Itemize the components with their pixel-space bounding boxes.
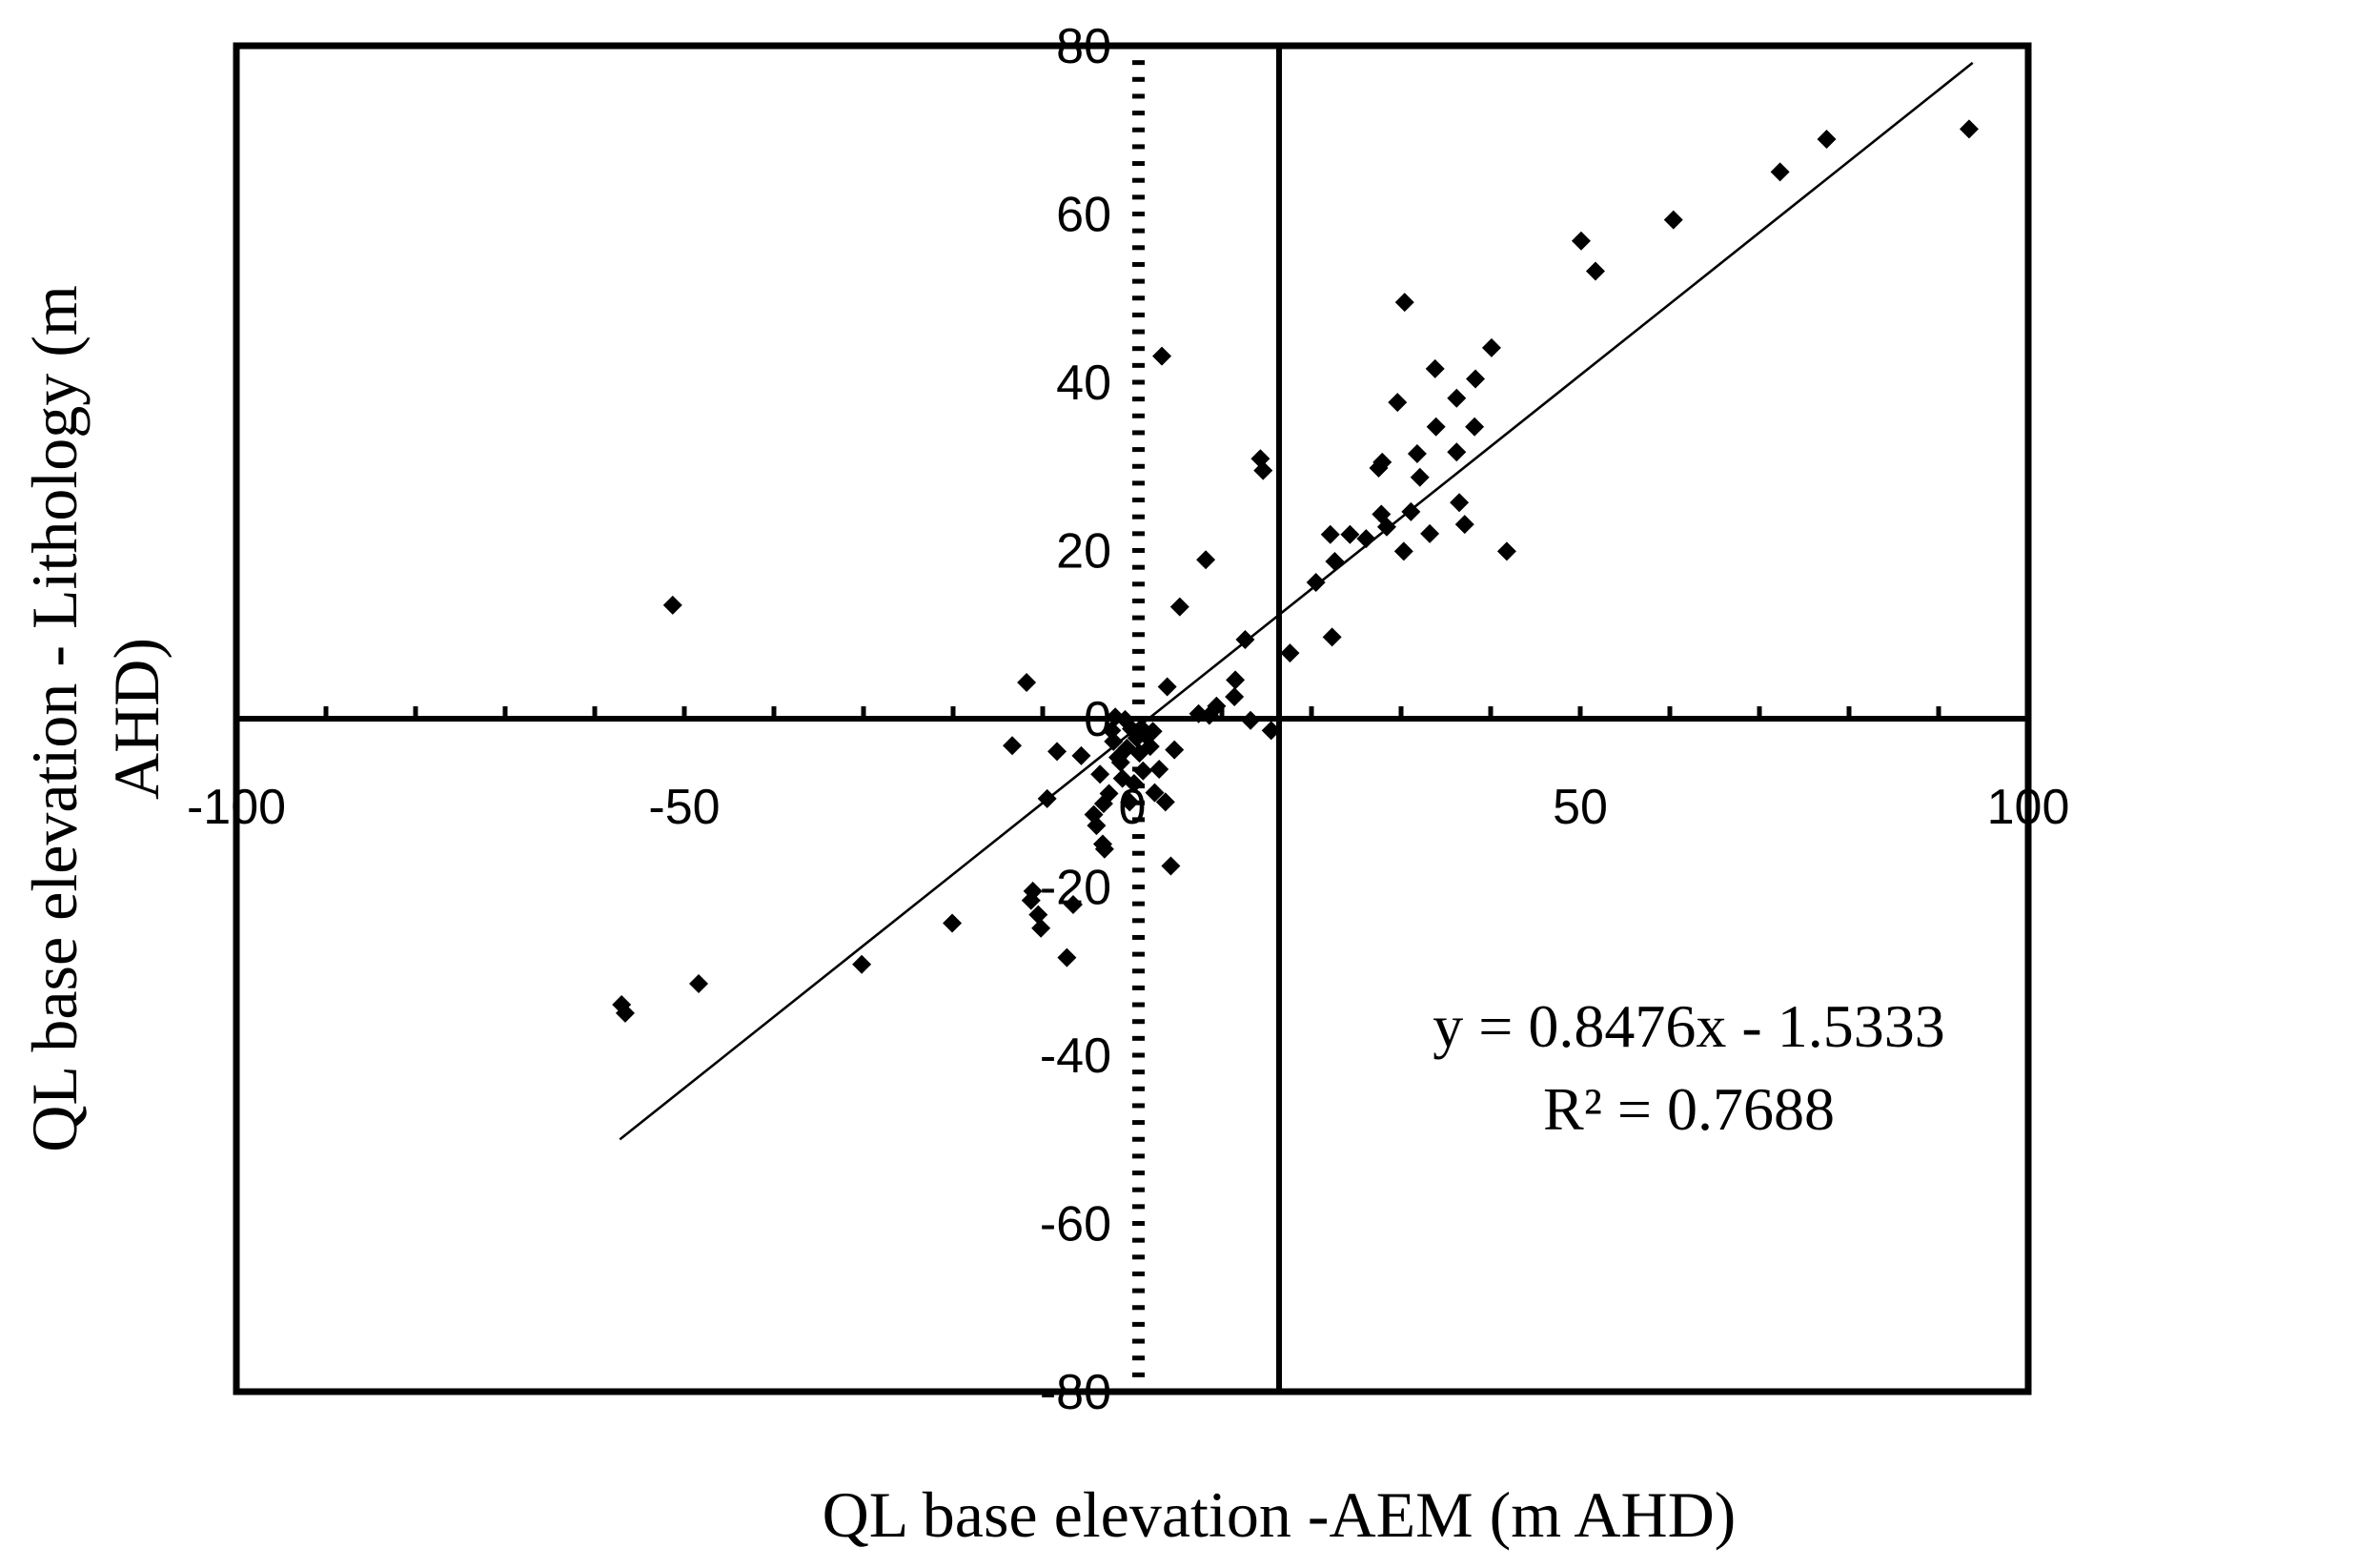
data-point [1393, 541, 1413, 561]
data-point [1376, 517, 1396, 537]
data-point [1063, 895, 1083, 915]
x-tick-label: 50 [1553, 780, 1608, 835]
data-point [1394, 293, 1414, 313]
x-tick-labels: -100-50050100 [187, 780, 2069, 835]
data-point [1466, 369, 1486, 389]
data-point [1410, 467, 1430, 487]
y-axis-title-line1: QL base elevation - Lithology (m [18, 285, 91, 1152]
data-point [1481, 337, 1501, 357]
data-point [1157, 677, 1177, 697]
data-points [612, 119, 1979, 1023]
y-tick-label: 80 [1056, 19, 1111, 74]
data-point [1388, 393, 1408, 413]
data-point [1959, 119, 1979, 139]
data-point [1241, 710, 1261, 730]
data-point [1149, 759, 1169, 779]
data-point [1447, 388, 1467, 408]
data-point [1169, 597, 1189, 617]
data-point [1426, 417, 1446, 437]
data-point [1047, 742, 1067, 762]
data-point [689, 973, 709, 993]
data-point [1133, 761, 1153, 781]
y-axis-title-line2: AHD) [100, 638, 173, 800]
data-point [1017, 673, 1037, 693]
y-tick-label: 40 [1056, 356, 1111, 411]
data-point [1225, 687, 1245, 707]
data-point [943, 913, 963, 933]
y-tick-label: -40 [1040, 1028, 1111, 1084]
data-point [1028, 905, 1048, 925]
data-point [1155, 792, 1175, 812]
data-point [662, 595, 682, 615]
y-tick-label: -60 [1040, 1197, 1111, 1252]
data-point [1447, 442, 1467, 462]
x-tick-label: -100 [187, 780, 286, 835]
data-point [1253, 460, 1273, 480]
data-point [1124, 773, 1144, 793]
data-point [1450, 493, 1470, 513]
data-point [1207, 696, 1227, 716]
y-tick-label: -80 [1040, 1365, 1111, 1420]
data-point [1280, 643, 1300, 663]
data-point [1090, 764, 1110, 784]
data-point [1110, 752, 1130, 772]
data-point [1143, 722, 1163, 742]
data-point [1770, 162, 1790, 182]
data-point [1407, 444, 1427, 464]
data-point [1356, 529, 1376, 549]
data-point [1161, 856, 1181, 876]
data-point [1235, 630, 1255, 650]
data-point [1325, 551, 1345, 571]
data-point [1152, 346, 1172, 366]
data-point [1496, 541, 1516, 561]
x-axis-title: QL base elevation -AEM (m AHD) [823, 1478, 1737, 1551]
data-point [1372, 452, 1392, 472]
data-point [1104, 731, 1124, 751]
data-point [1261, 721, 1281, 741]
data-point [1465, 417, 1485, 437]
data-point [1663, 210, 1683, 230]
equation-label: y = 0.8476x - 1.5333 [1433, 992, 1944, 1060]
data-point [1003, 736, 1023, 756]
data-point [1094, 839, 1114, 859]
trendline [619, 61, 1974, 1141]
data-point [852, 954, 872, 974]
data-point [1145, 783, 1165, 803]
y-tick-label: 60 [1056, 188, 1111, 243]
y-tick-label: 0 [1084, 692, 1111, 747]
data-point [1340, 524, 1360, 544]
data-point [1585, 261, 1605, 281]
data-point [1196, 550, 1216, 570]
data-point [1071, 745, 1091, 765]
data-point [1140, 737, 1160, 757]
y-tick-label: 20 [1056, 524, 1111, 580]
data-point [615, 1003, 635, 1023]
x-tick-label: 100 [1987, 780, 2070, 835]
data-point [1099, 784, 1119, 804]
data-point [1425, 358, 1445, 378]
data-point [1454, 515, 1474, 535]
r-squared-label: R² = 0.7688 [1543, 1075, 1835, 1143]
data-point [1226, 670, 1246, 690]
data-point [1306, 573, 1326, 593]
data-point [1023, 881, 1043, 901]
data-point [1420, 523, 1440, 543]
x-tick-label: -50 [648, 780, 720, 835]
data-point [1401, 501, 1421, 521]
data-point [1320, 524, 1340, 544]
data-point [1057, 947, 1077, 967]
data-point [1817, 129, 1837, 149]
data-point [1120, 792, 1140, 812]
data-point [1322, 627, 1342, 647]
data-point [1031, 918, 1051, 938]
data-point [1037, 788, 1057, 808]
data-point [1165, 740, 1185, 760]
data-point [1571, 231, 1591, 251]
data-point [1087, 816, 1107, 836]
